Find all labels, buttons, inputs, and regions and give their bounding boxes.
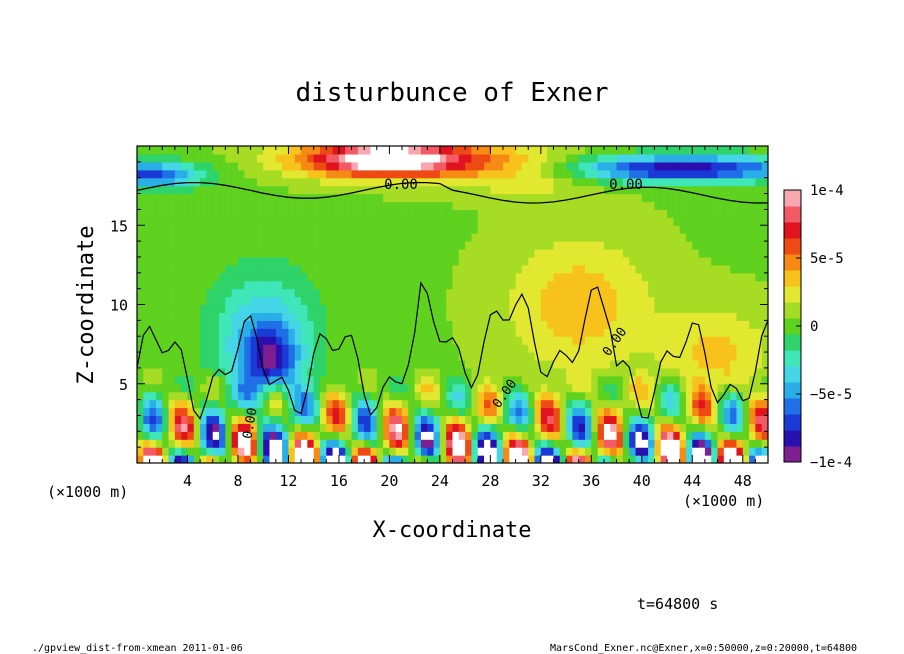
x-tick-label: 20 bbox=[380, 472, 398, 490]
x-axis-title: X-coordinate bbox=[373, 518, 532, 543]
x-axis-unit: (×1000 m) bbox=[683, 492, 764, 510]
x-tick-label: 24 bbox=[431, 472, 449, 490]
chart-title: disturbunce of Exner bbox=[295, 78, 608, 108]
colorbar-tick-label: 5e-5 bbox=[810, 251, 844, 267]
footer-left: ./gpview_dist-from-xmean 2011-01-06 bbox=[32, 643, 243, 654]
contour-label: 0.00 bbox=[609, 177, 643, 193]
colorbar-segment bbox=[784, 222, 801, 239]
colorbar-segment bbox=[784, 430, 801, 447]
plot-area bbox=[137, 146, 768, 463]
colorbar-segment bbox=[784, 334, 801, 351]
colorbar-segment bbox=[784, 254, 801, 271]
x-axis: 4 8 12 16 20 24 28 32 36 40 44 48 bbox=[149, 146, 756, 490]
y-tick-label: 10 bbox=[110, 297, 128, 315]
colorbar-segment bbox=[784, 382, 801, 399]
x-tick-label: 8 bbox=[233, 472, 242, 490]
colorbar-segment bbox=[784, 350, 801, 367]
colorbar-segment bbox=[784, 414, 801, 431]
x-tick-label: 40 bbox=[633, 472, 651, 490]
colorbar-segment bbox=[784, 302, 801, 319]
y-axis-title: Z-coordinate bbox=[74, 226, 99, 385]
x-tick-label: 44 bbox=[683, 472, 701, 490]
x-tick-label: 4 bbox=[183, 472, 192, 490]
colorbar-segment bbox=[784, 366, 801, 383]
colorbar-segment bbox=[784, 446, 801, 463]
colorbar-segment bbox=[784, 238, 801, 255]
colorbar-segment bbox=[784, 190, 801, 207]
x-tick-label: 16 bbox=[330, 472, 348, 490]
x-tick-label: 28 bbox=[481, 472, 499, 490]
x-tick-label: 36 bbox=[582, 472, 600, 490]
colorbar-tick-label: 1e-4 bbox=[810, 183, 844, 199]
colorbar-segment bbox=[784, 286, 801, 303]
footer-right: MarsCond_Exner.nc@Exner,x=0:50000,z=0:20… bbox=[550, 643, 857, 654]
colorbar bbox=[783, 189, 802, 463]
colorbar-segment bbox=[784, 398, 801, 415]
contour-label: 0.00 bbox=[240, 407, 260, 440]
colorbar-segment bbox=[784, 270, 801, 287]
colorbar-segment bbox=[784, 206, 801, 223]
x-tick-label: 48 bbox=[734, 472, 752, 490]
z-axis-unit: (×1000 m) bbox=[47, 483, 128, 501]
colorbar-ticks: 1e-4 5e-5 0 −5e-5 −1e-4 bbox=[796, 183, 852, 471]
y-tick-label: 15 bbox=[110, 217, 128, 235]
colorbar-tick-label: −1e-4 bbox=[810, 455, 852, 471]
colorbar-tick-label: 0 bbox=[810, 319, 818, 335]
x-tick-label: 12 bbox=[279, 472, 297, 490]
y-axis: 5 10 15 bbox=[110, 161, 768, 448]
contour-label: 0.00 bbox=[384, 177, 418, 193]
y-tick-label: 5 bbox=[119, 376, 128, 394]
colorbar-segment bbox=[784, 318, 801, 335]
time-label: t=64800 s bbox=[637, 595, 718, 613]
colorbar-tick-label: −5e-5 bbox=[810, 387, 852, 403]
x-tick-label: 32 bbox=[532, 472, 550, 490]
